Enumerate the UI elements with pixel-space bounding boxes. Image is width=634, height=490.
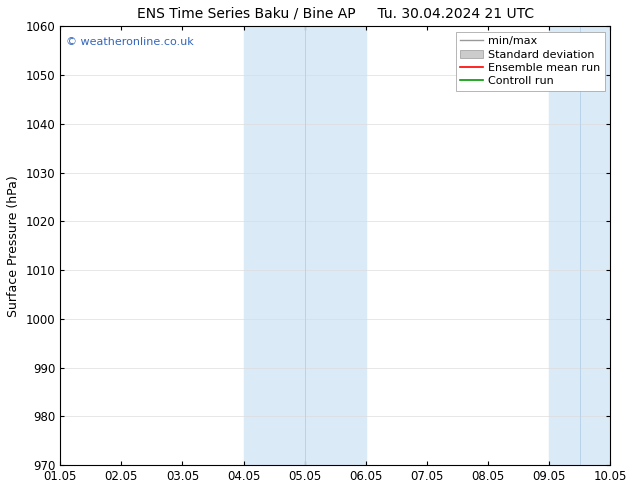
Bar [243,26,366,465]
Y-axis label: Surface Pressure (hPa): Surface Pressure (hPa) [7,175,20,317]
Text: © weatheronline.co.uk: © weatheronline.co.uk [65,37,193,47]
Bar [549,26,611,465]
Title: ENS Time Series Baku / Bine AP     Tu. 30.04.2024 21 UTC: ENS Time Series Baku / Bine AP Tu. 30.04… [137,7,534,21]
Legend: min/max, Standard deviation, Ensemble mean run, Controll run: min/max, Standard deviation, Ensemble me… [456,32,605,91]
